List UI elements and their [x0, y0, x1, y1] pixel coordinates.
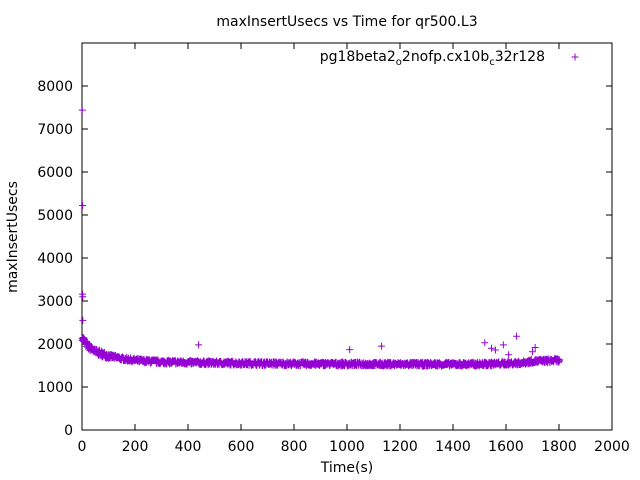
y-tick-label: 1000 — [37, 380, 73, 396]
legend-part-base: pg18beta2 — [320, 49, 396, 65]
x-tick-label: 600 — [228, 439, 255, 455]
plot-frame — [81, 42, 613, 431]
x-axis-label: Time(s) — [320, 460, 373, 476]
data-point — [555, 357, 563, 365]
outlier-point — [79, 202, 87, 210]
y-axis-label: maxInsertUsecs — [5, 181, 21, 293]
outlier-point — [499, 341, 507, 349]
outlier-point — [377, 342, 385, 350]
y-tick-label: 4000 — [37, 251, 73, 267]
x-tick-label: 2000 — [594, 439, 630, 455]
y-tick-label: 2000 — [37, 337, 73, 353]
legend-part-mid: 2nofp.cx10b — [402, 49, 489, 65]
outlier-point — [79, 293, 87, 301]
x-tick-label: 200 — [122, 439, 149, 455]
y-tick-label: 7000 — [37, 122, 73, 138]
x-tick-label: 1200 — [382, 439, 418, 455]
x-tick-label: 0 — [78, 439, 87, 455]
x-tick-label: 800 — [281, 439, 308, 455]
x-tick-label: 1600 — [488, 439, 524, 455]
y-tick-label: 3000 — [37, 294, 73, 310]
outlier-point — [80, 337, 88, 345]
y-tick-label: 6000 — [37, 165, 73, 181]
x-tick-label: 400 — [175, 439, 202, 455]
legend-entry-label: pg18beta2o2nofp.cx10bc32r128 — [320, 49, 545, 68]
legend-subscript-2: c — [489, 57, 495, 68]
outlier-point — [346, 346, 354, 354]
outlier-point — [487, 344, 495, 352]
chart-title: maxInsertUsecs vs Time for qr500.L3 — [216, 14, 477, 30]
outlier-point — [79, 316, 87, 324]
legend: pg18beta2o2nofp.cx10bc32r128 — [320, 49, 579, 68]
y-tick-label: 5000 — [37, 208, 73, 224]
outlier-point — [195, 341, 203, 349]
y-tick-label: 0 — [64, 423, 73, 439]
outlier-point — [491, 346, 499, 354]
legend-subscript-1: o — [396, 57, 402, 68]
outlier-point — [505, 351, 513, 359]
legend-marker — [571, 53, 579, 61]
series-points — [78, 106, 563, 370]
legend-marker-symbol — [571, 53, 579, 61]
data-point — [555, 356, 563, 364]
legend-part-tail: 32r128 — [495, 49, 545, 65]
y-axis-ticks: 0 1000 2000 3000 4000 5000 6000 7000 8000 — [37, 79, 612, 439]
outlier-point — [513, 332, 521, 340]
x-axis-ticks: 0 200 400 600 800 1000 1200 1400 1600 1800 2000 — [78, 43, 630, 455]
outlier-point — [531, 343, 539, 351]
x-tick-label: 1400 — [435, 439, 471, 455]
x-tick-label: 1800 — [541, 439, 577, 455]
y-tick-label: 8000 — [37, 79, 73, 95]
outlier-point — [78, 106, 86, 114]
x-tick-label: 1000 — [329, 439, 365, 455]
outlier-point — [529, 348, 536, 356]
outlier-point — [481, 339, 489, 347]
